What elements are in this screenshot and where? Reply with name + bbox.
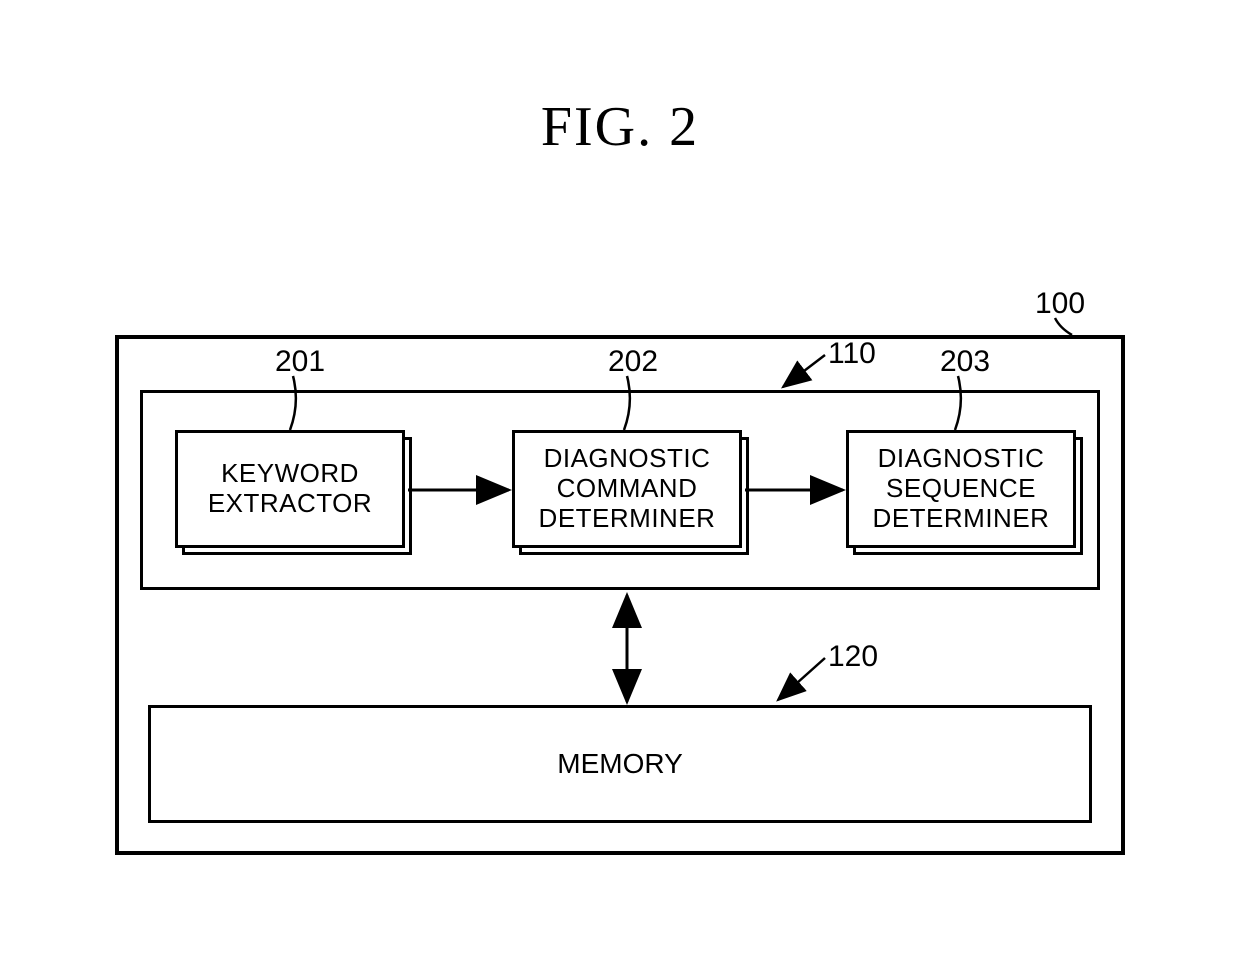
keyword-extractor-block: KEYWORDEXTRACTOR <box>175 430 405 548</box>
ref-label-120: 120 <box>828 640 878 674</box>
ref-label-110: 110 <box>828 337 876 371</box>
memory-label: MEMORY <box>557 748 683 780</box>
memory-block: MEMORY <box>148 705 1092 823</box>
block-label: DIAGNOSTICCOMMANDDETERMINER <box>539 444 716 534</box>
block-label: KEYWORDEXTRACTOR <box>208 459 372 519</box>
block-label: DIAGNOSTICSEQUENCEDETERMINER <box>873 444 1050 534</box>
figure-title: FIG. 2 <box>541 95 699 159</box>
ref-label-201: 201 <box>275 345 325 379</box>
diagnostic-command-determiner-block: DIAGNOSTICCOMMANDDETERMINER <box>512 430 742 548</box>
ref-label-100: 100 <box>1035 287 1085 321</box>
ref-label-202: 202 <box>608 345 658 379</box>
ref-label-203: 203 <box>940 345 990 379</box>
diagnostic-sequence-determiner-block: DIAGNOSTICSEQUENCEDETERMINER <box>846 430 1076 548</box>
